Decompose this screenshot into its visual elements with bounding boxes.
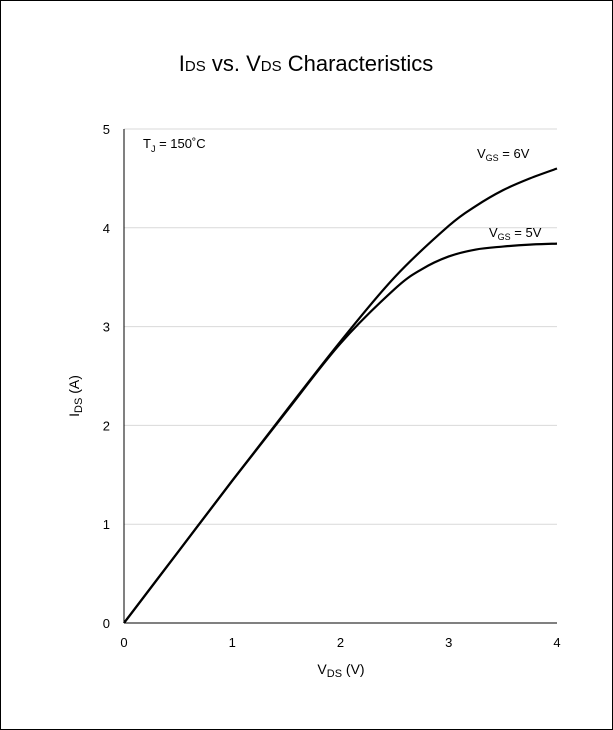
- series-line-vgs-5v: [123, 242, 558, 624]
- y-axis-label: IDS (A): [66, 375, 85, 417]
- y-tick-label: 1: [103, 517, 110, 532]
- y-tick-label: 4: [103, 221, 110, 236]
- series-label-vgs-6v: VGS = 6V: [477, 146, 530, 163]
- y-tick-label: 3: [103, 320, 110, 335]
- x-tick-label: 2: [337, 635, 344, 650]
- axes: [123, 129, 557, 624]
- x-tick-label: 0: [120, 635, 127, 650]
- y-tick-label: 0: [103, 616, 110, 631]
- grid-lines: [124, 128, 557, 525]
- tick-labels: 0 1 2 3 4 5 0 1 2 3 4: [103, 122, 561, 650]
- junction-temp-annotation: TJ = 150˚C: [143, 136, 206, 154]
- x-tick-label: 3: [445, 635, 452, 650]
- chart-title: IDS vs. VDS Characteristics: [179, 51, 433, 76]
- series-lines: [123, 167, 558, 624]
- x-tick-label: 4: [553, 635, 560, 650]
- x-axis-label: VDS (V): [317, 661, 364, 680]
- series-label-vgs-5v: VGS = 5V: [489, 225, 542, 242]
- y-tick-label: 5: [103, 122, 110, 137]
- x-tick-label: 1: [229, 635, 236, 650]
- y-tick-label: 2: [103, 418, 110, 433]
